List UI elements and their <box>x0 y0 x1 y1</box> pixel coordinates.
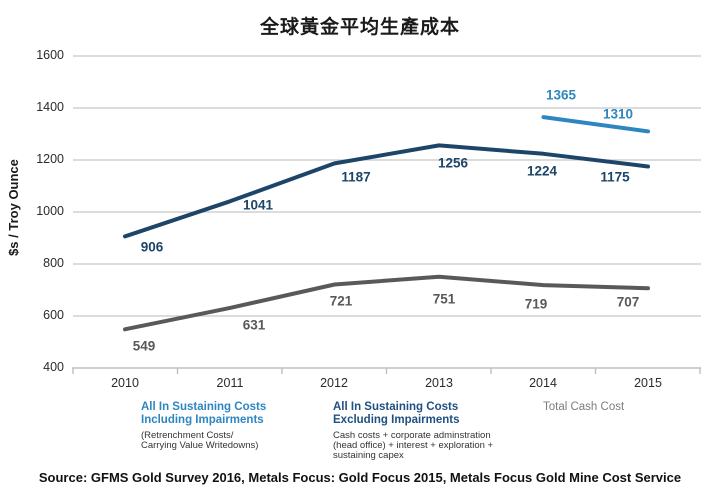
aisc-including-impairments-line <box>541 115 650 134</box>
data-label: 721 <box>329 293 353 309</box>
data-label: 1310 <box>602 106 634 122</box>
y-tick-label: 600 <box>43 308 64 322</box>
data-label: 1175 <box>600 169 630 185</box>
legend-title-line: All In Sustaining Costs <box>333 401 459 413</box>
y-tick-label: 1400 <box>36 100 64 114</box>
y-tick-label: 800 <box>43 256 64 270</box>
data-label: 1256 <box>437 155 469 171</box>
legend-title-line: Including Impairments <box>141 414 264 426</box>
legend-sub-line: (Retrenchment Costs/ <box>141 430 234 441</box>
legend-title-line: Excluding Impairments <box>333 414 460 426</box>
legend-title-line: All In Sustaining Costs <box>141 401 267 413</box>
data-label: 906 <box>140 239 164 255</box>
legend-sub-line: (head office) + interest + exploration + <box>333 439 494 451</box>
data-label: 719 <box>524 296 548 312</box>
data-label: 549 <box>132 338 156 354</box>
x-tick-label: 2013 <box>425 376 453 390</box>
y-tick-label: 1200 <box>36 152 64 166</box>
y-tick-label: 400 <box>43 360 64 374</box>
data-label: 751 <box>432 291 456 307</box>
total-cash-cost-line <box>123 274 650 332</box>
data-label: 1187 <box>341 169 371 185</box>
legend-sub-line: Carrying Value Writedowns) <box>141 439 259 451</box>
data-label: 1224 <box>526 163 558 179</box>
data-label: 707 <box>616 294 640 310</box>
aisc-excluding-impairments-line <box>123 143 650 239</box>
source-attribution: Source: GFMS Gold Survey 2016, Metals Fo… <box>38 470 682 485</box>
data-label: 1365 <box>545 87 577 103</box>
gridlines <box>73 55 701 317</box>
x-axis <box>72 367 701 374</box>
x-tick-label: 2011 <box>216 376 244 390</box>
legend-title-line: Total Cash Cost <box>543 401 625 413</box>
legend-total-cash-cost: Total Cash Cost <box>543 401 624 414</box>
legend-sub-line: sustaining capex <box>333 449 404 461</box>
legend-sub-line: Cash costs + corporate adminstration <box>333 430 491 441</box>
chart-title: 全球黃金平均生產成本 <box>259 17 460 38</box>
y-tick-label: 1000 <box>36 204 64 218</box>
y-tick-label: 1600 <box>36 48 64 62</box>
data-label: 1041 <box>242 197 274 213</box>
x-tick-label: 2014 <box>529 376 557 390</box>
x-tick-label: 2010 <box>111 376 139 390</box>
x-tick-label: 2015 <box>634 376 662 390</box>
legend-aisc-excluding: All In Sustaining Costs Excluding Impair… <box>333 401 493 460</box>
data-label: 631 <box>242 317 266 333</box>
legend-aisc-including: All In Sustaining Costs Including Impair… <box>141 401 266 451</box>
x-tick-label: 2012 <box>320 376 348 390</box>
